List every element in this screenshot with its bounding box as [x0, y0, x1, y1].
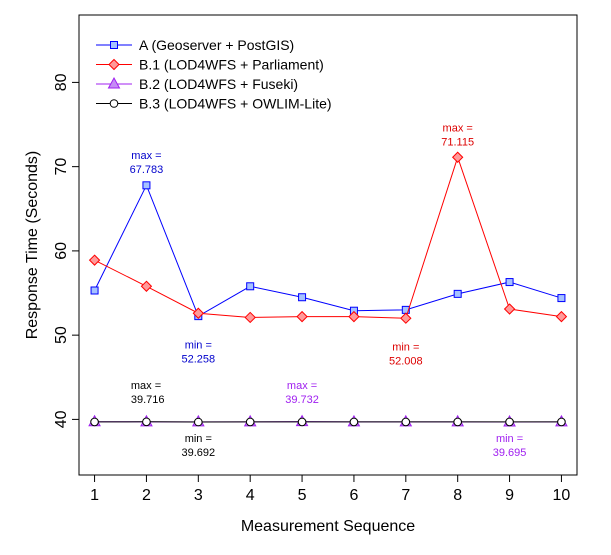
annotation-text: max =: [287, 380, 317, 392]
annotation-text: max =: [443, 122, 473, 134]
data-point: [555, 310, 568, 323]
annotation: max = 71.115: [441, 122, 474, 148]
x-axis: 1 2 3 4 5 6 7 8 9 10: [90, 475, 570, 504]
legend-label: A (Geoserver + PostGIS): [139, 37, 294, 53]
legend-label: B.3 (LOD4WFS + OWLIM-Lite): [139, 96, 332, 112]
annotation: min = 39.692: [181, 433, 215, 459]
x-tick-label: 2: [142, 487, 151, 504]
x-tick-label: 10: [553, 487, 571, 504]
legend-marker: [107, 76, 121, 89]
annotation: min = 52.258: [181, 340, 215, 366]
annotation-text: 39.692: [181, 447, 215, 459]
annotation: max = 39.716: [131, 380, 165, 406]
data-point: [194, 417, 203, 427]
series-line: [94, 155, 562, 319]
annotation-text: max =: [131, 150, 161, 162]
annotation-text: max =: [131, 380, 161, 392]
x-tick-label: 8: [453, 487, 462, 504]
data-point: [400, 312, 412, 324]
y-tick-label: 60: [53, 242, 70, 260]
annotation: max = 39.732: [285, 380, 319, 406]
data-point: [401, 417, 411, 427]
data-point: [245, 417, 255, 427]
plot-frame: [78, 14, 578, 476]
annotation-text: min =: [496, 433, 523, 445]
annotation-text: 71.115: [441, 136, 474, 148]
annotation-layer: max = 67.783 max = 71.115 min = 52.258 min = 52…: [130, 122, 527, 459]
legend-label: B.1 (LOD4WFS + Parliament): [139, 57, 324, 73]
annotation: min = 52.008: [389, 341, 423, 367]
y-axis-title: Response Time (Seconds): [24, 151, 41, 340]
data-point: [453, 417, 462, 427]
annotation-text: min =: [392, 341, 419, 353]
data-point: [88, 254, 101, 266]
legend-marker: [108, 58, 120, 71]
x-tick-label: 3: [194, 487, 203, 504]
legend-item: A (Geoserver + PostGIS): [96, 37, 294, 53]
y-tick-label: 40: [53, 410, 70, 428]
x-tick-label: 9: [505, 487, 514, 504]
y-tick-label: 50: [53, 326, 70, 344]
data-point: [140, 280, 153, 292]
legend-marker: [109, 99, 119, 108]
data-point: [348, 310, 360, 323]
series-line: [94, 184, 562, 317]
data-point: [90, 286, 99, 295]
data-point: [505, 417, 514, 427]
series-4: [90, 417, 566, 427]
data-point: [142, 417, 151, 427]
data-point: [246, 282, 255, 291]
annotation-text: 52.008: [389, 355, 423, 367]
annotation-text: 39.732: [285, 394, 319, 406]
data-point: [503, 303, 516, 315]
legend-item: B.1 (LOD4WFS + Parliament): [96, 57, 324, 73]
x-tick-label: 5: [298, 487, 307, 504]
annotation-text: min =: [185, 340, 212, 352]
legend: A (Geoserver + PostGIS) B.1 (LOD4WFS + Pa…: [96, 37, 332, 112]
data-point: [349, 417, 359, 427]
data-point: [244, 311, 256, 324]
legend-marker: [110, 41, 118, 49]
series-3: [88, 414, 568, 427]
data-point: [296, 310, 308, 323]
data-point: [557, 294, 566, 303]
x-tick-label: 6: [349, 487, 358, 504]
legend-item: B.2 (LOD4WFS + Fuseki): [96, 76, 298, 92]
series-1: [90, 181, 566, 321]
y-tick-label: 80: [53, 73, 70, 91]
x-tick-label: 1: [90, 487, 99, 504]
x-axis-title: Measurement Sequence: [241, 518, 415, 535]
data-point: [453, 289, 462, 298]
annotation-text: 39.695: [493, 447, 527, 459]
annotation: min = 39.695: [493, 433, 527, 459]
legend-label: B.2 (LOD4WFS + Fuseki): [139, 76, 298, 92]
data-point: [557, 417, 566, 427]
x-tick-label: 7: [401, 487, 410, 504]
data-point: [297, 417, 307, 427]
annotation: max = 67.783: [130, 150, 164, 176]
series-2: [88, 151, 568, 324]
series-layer: [88, 151, 568, 427]
annotation-text: 39.716: [131, 394, 165, 406]
y-tick-label: 70: [53, 158, 70, 176]
y-axis: 40 50 60 70 80: [53, 73, 79, 428]
x-tick-label: 4: [246, 487, 255, 504]
data-point: [298, 293, 307, 302]
data-point: [90, 417, 99, 427]
annotation-text: 67.783: [130, 164, 164, 176]
data-point: [192, 307, 205, 319]
annotation-text: 52.258: [181, 354, 215, 366]
legend-item: B.3 (LOD4WFS + OWLIM-Lite): [96, 96, 332, 112]
data-point: [142, 181, 151, 190]
data-point: [451, 151, 464, 163]
annotation-text: min =: [185, 433, 212, 445]
data-point: [505, 278, 514, 287]
